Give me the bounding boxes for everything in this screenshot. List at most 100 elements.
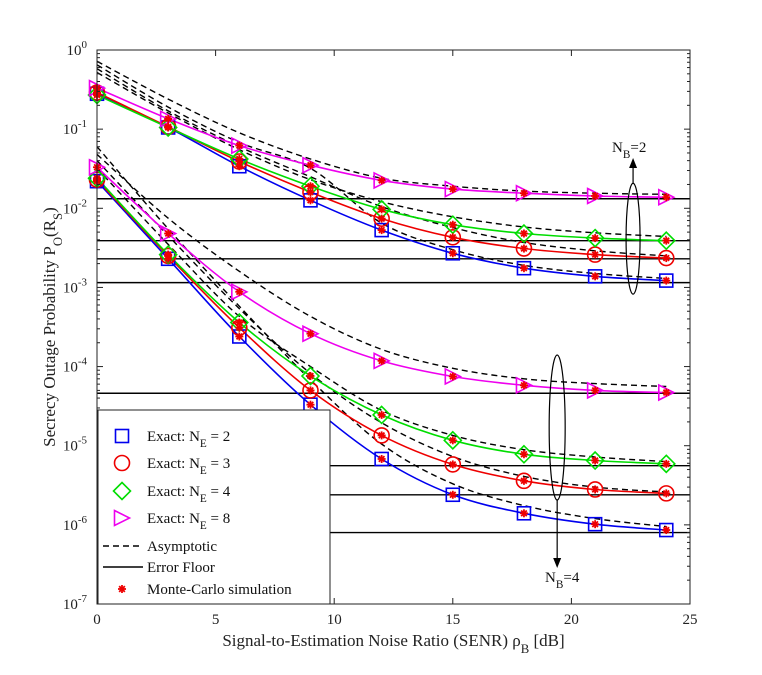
legend-label: Exact: NE = 8 <box>147 511 230 532</box>
exact-point-nb4-ne4 <box>656 454 676 474</box>
mc-point-nb4-ne8 <box>164 229 173 238</box>
mc-point-nb2-ne4 <box>662 236 671 245</box>
y-tick-label: 10-7 <box>63 593 88 613</box>
mc-point-nb4-ne2 <box>662 526 671 535</box>
mc-point-nb4-ne2 <box>377 454 386 463</box>
mc-point-nb4-ne4 <box>306 372 315 381</box>
legend-label: Monte-Carlo simulation <box>147 582 292 598</box>
exact-point-nb4-ne3 <box>586 481 604 498</box>
nb4-arrowhead <box>553 558 562 568</box>
exact-point-nb4-ne4 <box>372 405 392 425</box>
legend-label: Error Floor <box>147 560 215 576</box>
exact-point-nb4-ne2 <box>445 487 461 503</box>
exact-point-nb4-ne4 <box>585 450 605 471</box>
legend-item: Error Floor <box>103 560 215 576</box>
legend: Exact: NE = 2 Exact: NE = 3 Exact: NE = 4 E… <box>97 409 331 605</box>
mc-point-nb2-ne8 <box>448 185 457 194</box>
mc-point-nb2-ne8 <box>235 141 244 150</box>
mc-point-nb4-ne2 <box>306 400 315 409</box>
asymptotic-nb2-ne8 <box>97 60 667 195</box>
mc-point-nb4-ne8 <box>591 386 600 395</box>
mc-point-nb2-ne3 <box>519 244 528 253</box>
mc-point-nb2-ne3 <box>377 214 386 223</box>
y-tick-label: 10-4 <box>63 356 88 376</box>
x-tick-label: 10 <box>327 612 342 628</box>
mc-point-nb2-ne2 <box>519 264 528 273</box>
mc-point-nb2-ne8 <box>306 161 315 170</box>
x-tick-label: 5 <box>212 612 220 628</box>
annotations: NB=2 NB=4 <box>545 140 646 591</box>
mc-point-nb2-ne2 <box>448 249 457 258</box>
mc-point-nb2-ne8 <box>164 114 173 123</box>
legend-label: Exact: NE = 2 <box>147 429 230 450</box>
mc-point-nb4-ne3 <box>306 386 315 395</box>
exact-point-nb2-ne2 <box>587 269 603 284</box>
legend-label: Asymptotic <box>147 539 217 555</box>
mc-point-nb2-ne3 <box>662 254 671 263</box>
exact-point-nb2-ne3 <box>657 249 675 267</box>
exact-point-nb2-ne4 <box>514 223 534 244</box>
exact-point-nb2-ne4 <box>656 231 676 251</box>
legend-item: Exact: NE = 8 <box>113 509 230 532</box>
mc-point-nb4-ne3 <box>662 489 671 498</box>
exact-curve-nb4-ne2 <box>97 180 667 531</box>
exact-point-nb2-ne4 <box>443 215 463 235</box>
exact-point-nb4-ne4 <box>158 244 178 265</box>
mc-point-nb2-ne4 <box>235 154 244 163</box>
legend-marker <box>112 481 132 501</box>
exact-point-nb4-ne4 <box>514 444 534 464</box>
mc-point-nb2-ne8 <box>519 189 528 198</box>
exact-point-nb2-ne3 <box>444 228 462 246</box>
mc-point-nb4-ne4 <box>448 436 457 445</box>
exact-point-nb4-ne3 <box>515 472 533 490</box>
legend-label: Exact: NE = 4 <box>147 484 231 505</box>
asymptotic-nb2-ne2 <box>97 64 667 280</box>
mc-point-nb2-ne4 <box>306 182 315 191</box>
asymptotic-nb4-ne3 <box>97 160 667 493</box>
y-tick-label: 100 <box>67 39 88 59</box>
mc-point-nb2-ne2 <box>377 226 386 235</box>
nb4-label: NB=4 <box>545 570 580 591</box>
legend-marker <box>114 428 130 444</box>
legend-marker <box>118 585 126 593</box>
mc-point-nb4-ne3 <box>235 323 244 332</box>
nb2-arrowhead <box>629 158 638 168</box>
mc-point-nb4-ne2 <box>519 509 528 518</box>
y-tick-label: 10-3 <box>63 276 88 296</box>
mc-point-nb4-ne4 <box>662 459 671 468</box>
exact-point-nb2-ne2 <box>374 222 389 238</box>
exact-point-nb4-ne2 <box>658 522 674 538</box>
x-tick-label: 15 <box>445 612 460 628</box>
mc-point-nb2-ne4 <box>591 234 600 243</box>
mc-point-nb4-ne2 <box>448 490 457 499</box>
mc-point-nb4-ne8 <box>377 356 386 365</box>
axes-box <box>96 49 691 605</box>
mc-point-nb4-ne4 <box>377 410 386 419</box>
legend-item: Exact: NE = 4 <box>112 481 231 505</box>
mc-point-nb2-ne4 <box>448 220 457 229</box>
mc-point-nb4-ne3 <box>377 431 386 440</box>
exact-curve-nb4-ne4 <box>97 177 667 465</box>
legend-marker <box>113 509 132 527</box>
mc-point-nb2-ne8 <box>591 191 600 200</box>
mc-point-nb2-ne8 <box>662 193 671 202</box>
mc-point-nb4-ne3 <box>591 485 600 494</box>
x-tick-label: 20 <box>564 612 579 628</box>
exact-point-nb4-ne3 <box>444 456 462 473</box>
x-axis-label: Signal-to-Estimation Noise Ratio (SENR) … <box>222 631 564 656</box>
mc-point-nb2-ne3 <box>591 250 600 259</box>
mc-point-nb4-ne4 <box>591 456 600 465</box>
mc-point-nb2-ne3 <box>448 233 457 242</box>
exact-point-nb4-ne2 <box>516 505 532 521</box>
exact-curve-nb4-ne8 <box>97 166 667 394</box>
mc-point-nb4-ne4 <box>235 318 244 327</box>
mc-point-nb4-ne2 <box>591 520 600 529</box>
mc-point-nb4-ne8 <box>235 287 244 296</box>
mc-point-nb4-ne8 <box>519 381 528 390</box>
mc-point-nb2-ne2 <box>591 272 600 281</box>
mc-point-nb4-ne4 <box>164 250 173 259</box>
mc-point-nb4-ne2 <box>235 332 244 341</box>
y-tick-label: 10-6 <box>63 514 88 534</box>
mc-point-nb4-ne4 <box>519 450 528 459</box>
